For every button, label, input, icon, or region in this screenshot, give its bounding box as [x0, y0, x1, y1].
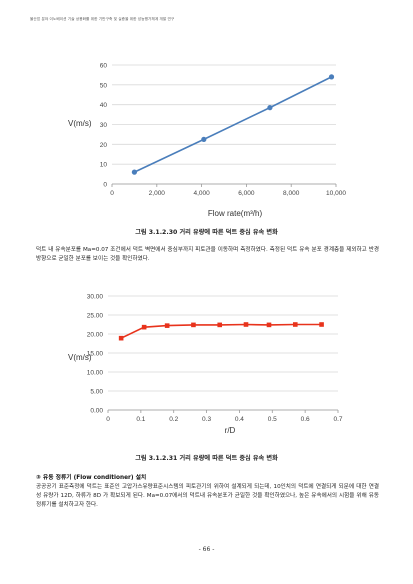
y-tick-label: 5.00	[90, 389, 103, 396]
data-point	[141, 324, 147, 330]
x-tick-label: 4,000	[193, 190, 210, 197]
y-tick-label: 20.00	[87, 332, 104, 339]
radial-velocity-chart: 0.00 5.00 10.00 15.00 20.00 25.00 30.00 0 0.1 0.…	[62, 288, 352, 438]
page-number: - 66 -	[198, 546, 215, 553]
paragraph-2: 공공공기 표준측정에 덕트는 표준인 고압가스유량표준시스템의 피토관기의 위하…	[36, 483, 379, 511]
data-point	[266, 322, 272, 328]
data-point	[201, 136, 207, 142]
data-point	[319, 322, 324, 327]
y-tick-label: 60	[100, 63, 108, 70]
x-tick-label: 6,000	[238, 190, 255, 197]
y-tick-label: 10.00	[87, 370, 104, 377]
x-tick-labels: 0 0.1 0.2 0.3 0.4 0.5 0.6 0.7	[106, 416, 343, 423]
data-point	[191, 322, 196, 328]
x-tick-label: 2,000	[149, 190, 166, 197]
data-point	[292, 322, 298, 327]
y-tick-labels: 0 10 20 30 40 50 60	[100, 63, 108, 189]
series-velocity	[131, 74, 335, 175]
x-tick-label: 0.2	[169, 416, 178, 423]
y-tick-label: 10	[100, 162, 108, 169]
y-tick-label: 0.00	[90, 408, 103, 415]
x-tick-label: 0.4	[235, 416, 244, 423]
paragraph-2-text: 공공공기 표준측정에 덕트는 표준인 고압가스유량표준시스템의 피토관기의 위하…	[36, 484, 379, 509]
y-tick-label: 30.00	[87, 294, 104, 301]
data-point	[243, 322, 249, 327]
x-axis-label: r/D	[225, 426, 236, 435]
data-point	[328, 74, 335, 80]
flow-velocity-chart: 0 10 20 30 40 50 60 0 2,000 4,000 6,000 8,000 10,00…	[60, 52, 360, 220]
data-point	[118, 335, 124, 341]
y-tick-label: 30	[100, 122, 108, 129]
y-tick-label: 25.00	[87, 313, 104, 320]
x-tick-label: 0	[110, 190, 114, 197]
x-tick-label: 0.1	[136, 416, 145, 423]
x-tick-label: 0.6	[301, 416, 310, 423]
x-tick-label: 0	[106, 416, 110, 423]
x-tick-label: 0.7	[333, 416, 342, 423]
data-point	[217, 322, 223, 328]
series-velocity	[118, 322, 324, 341]
paragraph-1-text: 덕트 내 유속분포를 Ma=0.07 조건에서 덕트 벽면에서 중심부까지 피토…	[36, 247, 379, 263]
data-point	[164, 323, 170, 328]
data-point	[267, 105, 273, 111]
chart-grid	[107, 295, 339, 413]
x-axis-label: Flow rate(m³/h)	[208, 209, 263, 218]
running-header: 물산업 분야 이노베이션 기술 상용화를 위한 기반구축 및 실증을 위한 성능…	[30, 17, 175, 21]
x-tick-label: 0.5	[268, 416, 277, 423]
section-heading: ③ 유동 정류기 (Flow conditioner) 설치	[36, 475, 147, 481]
y-tick-label: 15.00	[87, 351, 104, 358]
x-tick-label: 8,000	[283, 190, 300, 197]
series-line	[134, 76, 332, 173]
paragraph-1: 덕트 내 유속분포를 Ma=0.07 조건에서 덕트 벽면에서 중심부까지 피토…	[36, 246, 379, 264]
chart-grid	[111, 64, 337, 187]
y-axis-label: V(m/s)	[68, 119, 92, 128]
y-tick-label: 50	[100, 82, 108, 89]
y-tick-labels: 0.00 5.00 10.00 15.00 20.00 25.00 30.00	[87, 294, 104, 415]
chart-background	[62, 288, 352, 438]
x-tick-label: 0.3	[202, 416, 211, 423]
figure-caption-2: 그림 3.1.2.31 거리 유량에 따른 덕트 중심 유속 변화	[135, 455, 278, 462]
y-tick-label: 20	[100, 142, 108, 149]
x-tick-labels: 0 2,000 4,000 6,000 8,000 10,000	[110, 190, 346, 197]
y-tick-label: 0	[103, 182, 107, 189]
y-tick-label: 40	[100, 102, 108, 109]
y-axis-label: V(m/s)	[68, 353, 92, 362]
figure-caption-1: 그림 3.1.2.30 거리 유량에 따른 덕트 중심 유속 변화	[135, 229, 278, 236]
data-point	[131, 169, 137, 175]
x-tick-label: 10,000	[326, 190, 346, 197]
